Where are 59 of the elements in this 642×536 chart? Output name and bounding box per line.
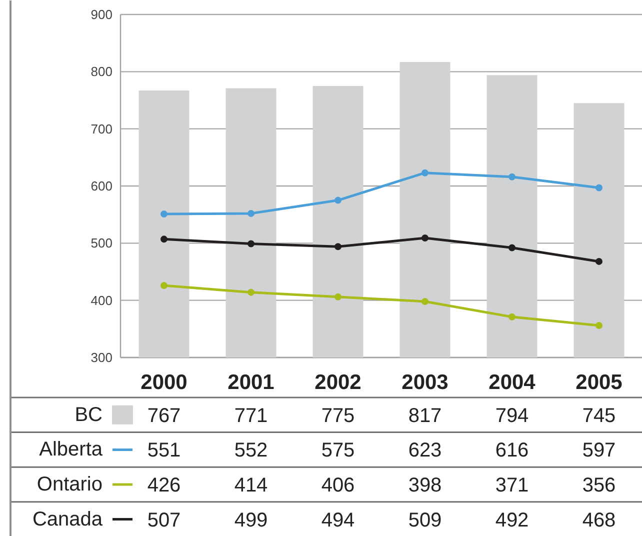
data-label: 356	[582, 474, 616, 496]
data-label: 775	[321, 404, 355, 427]
point	[334, 293, 342, 300]
data-label: 398	[408, 474, 442, 496]
point	[422, 234, 428, 242]
data-label: 414	[234, 474, 268, 496]
point	[334, 243, 342, 250]
x-tick-label: 2001	[228, 371, 275, 394]
point	[596, 184, 602, 192]
data-label: 468	[582, 509, 616, 532]
y-tick-label: 400	[90, 292, 113, 308]
data-label: 575	[321, 440, 355, 462]
data-label: 616	[495, 440, 529, 462]
data-label: 552	[234, 440, 268, 462]
x-tick-label: 2002	[314, 371, 362, 394]
point	[422, 169, 428, 176]
data-label: 551	[147, 440, 181, 462]
x-tick-label: 2000	[140, 371, 188, 394]
legend-label: Alberta	[39, 438, 104, 461]
data-label: 499	[234, 509, 268, 532]
point	[334, 196, 342, 204]
point	[248, 210, 254, 217]
point	[160, 210, 168, 218]
point	[508, 244, 516, 252]
point	[248, 240, 254, 248]
data-label: 492	[495, 509, 529, 532]
data-label: 426	[147, 474, 181, 496]
point	[160, 236, 168, 243]
data-label: 507	[147, 509, 181, 532]
y-tick-label: 900	[90, 7, 113, 22]
y-tick-label: 300	[90, 350, 113, 365]
data-label: 509	[408, 509, 442, 532]
x-tick-label: 2005	[576, 371, 623, 394]
point	[508, 173, 516, 180]
data-label: 597	[582, 440, 616, 462]
data-label: 745	[582, 404, 616, 427]
point	[596, 258, 602, 265]
data-label: 794	[495, 404, 529, 427]
data-label: 623	[408, 440, 442, 462]
y-tick-label: 600	[90, 178, 113, 194]
data-label: 771	[234, 404, 268, 427]
data-label: 371	[495, 474, 529, 496]
legend-label: Canada	[32, 508, 104, 530]
legend-label: BC	[74, 404, 103, 426]
point	[508, 313, 516, 320]
y-tick-label: 500	[90, 236, 113, 251]
point	[422, 298, 428, 305]
y-tick-label: 700	[90, 121, 113, 136]
legend-label: Ontario	[36, 474, 103, 496]
point	[248, 288, 254, 296]
y-tick-label: 800	[90, 64, 113, 80]
x-tick-label: 2003	[402, 371, 448, 394]
data-label: 494	[321, 509, 355, 532]
x-tick-label: 2004	[488, 371, 536, 394]
data-label: 817	[408, 404, 442, 427]
data-label: 767	[147, 404, 181, 427]
point	[160, 282, 168, 289]
data-label: 406	[321, 474, 355, 496]
point	[596, 322, 602, 329]
